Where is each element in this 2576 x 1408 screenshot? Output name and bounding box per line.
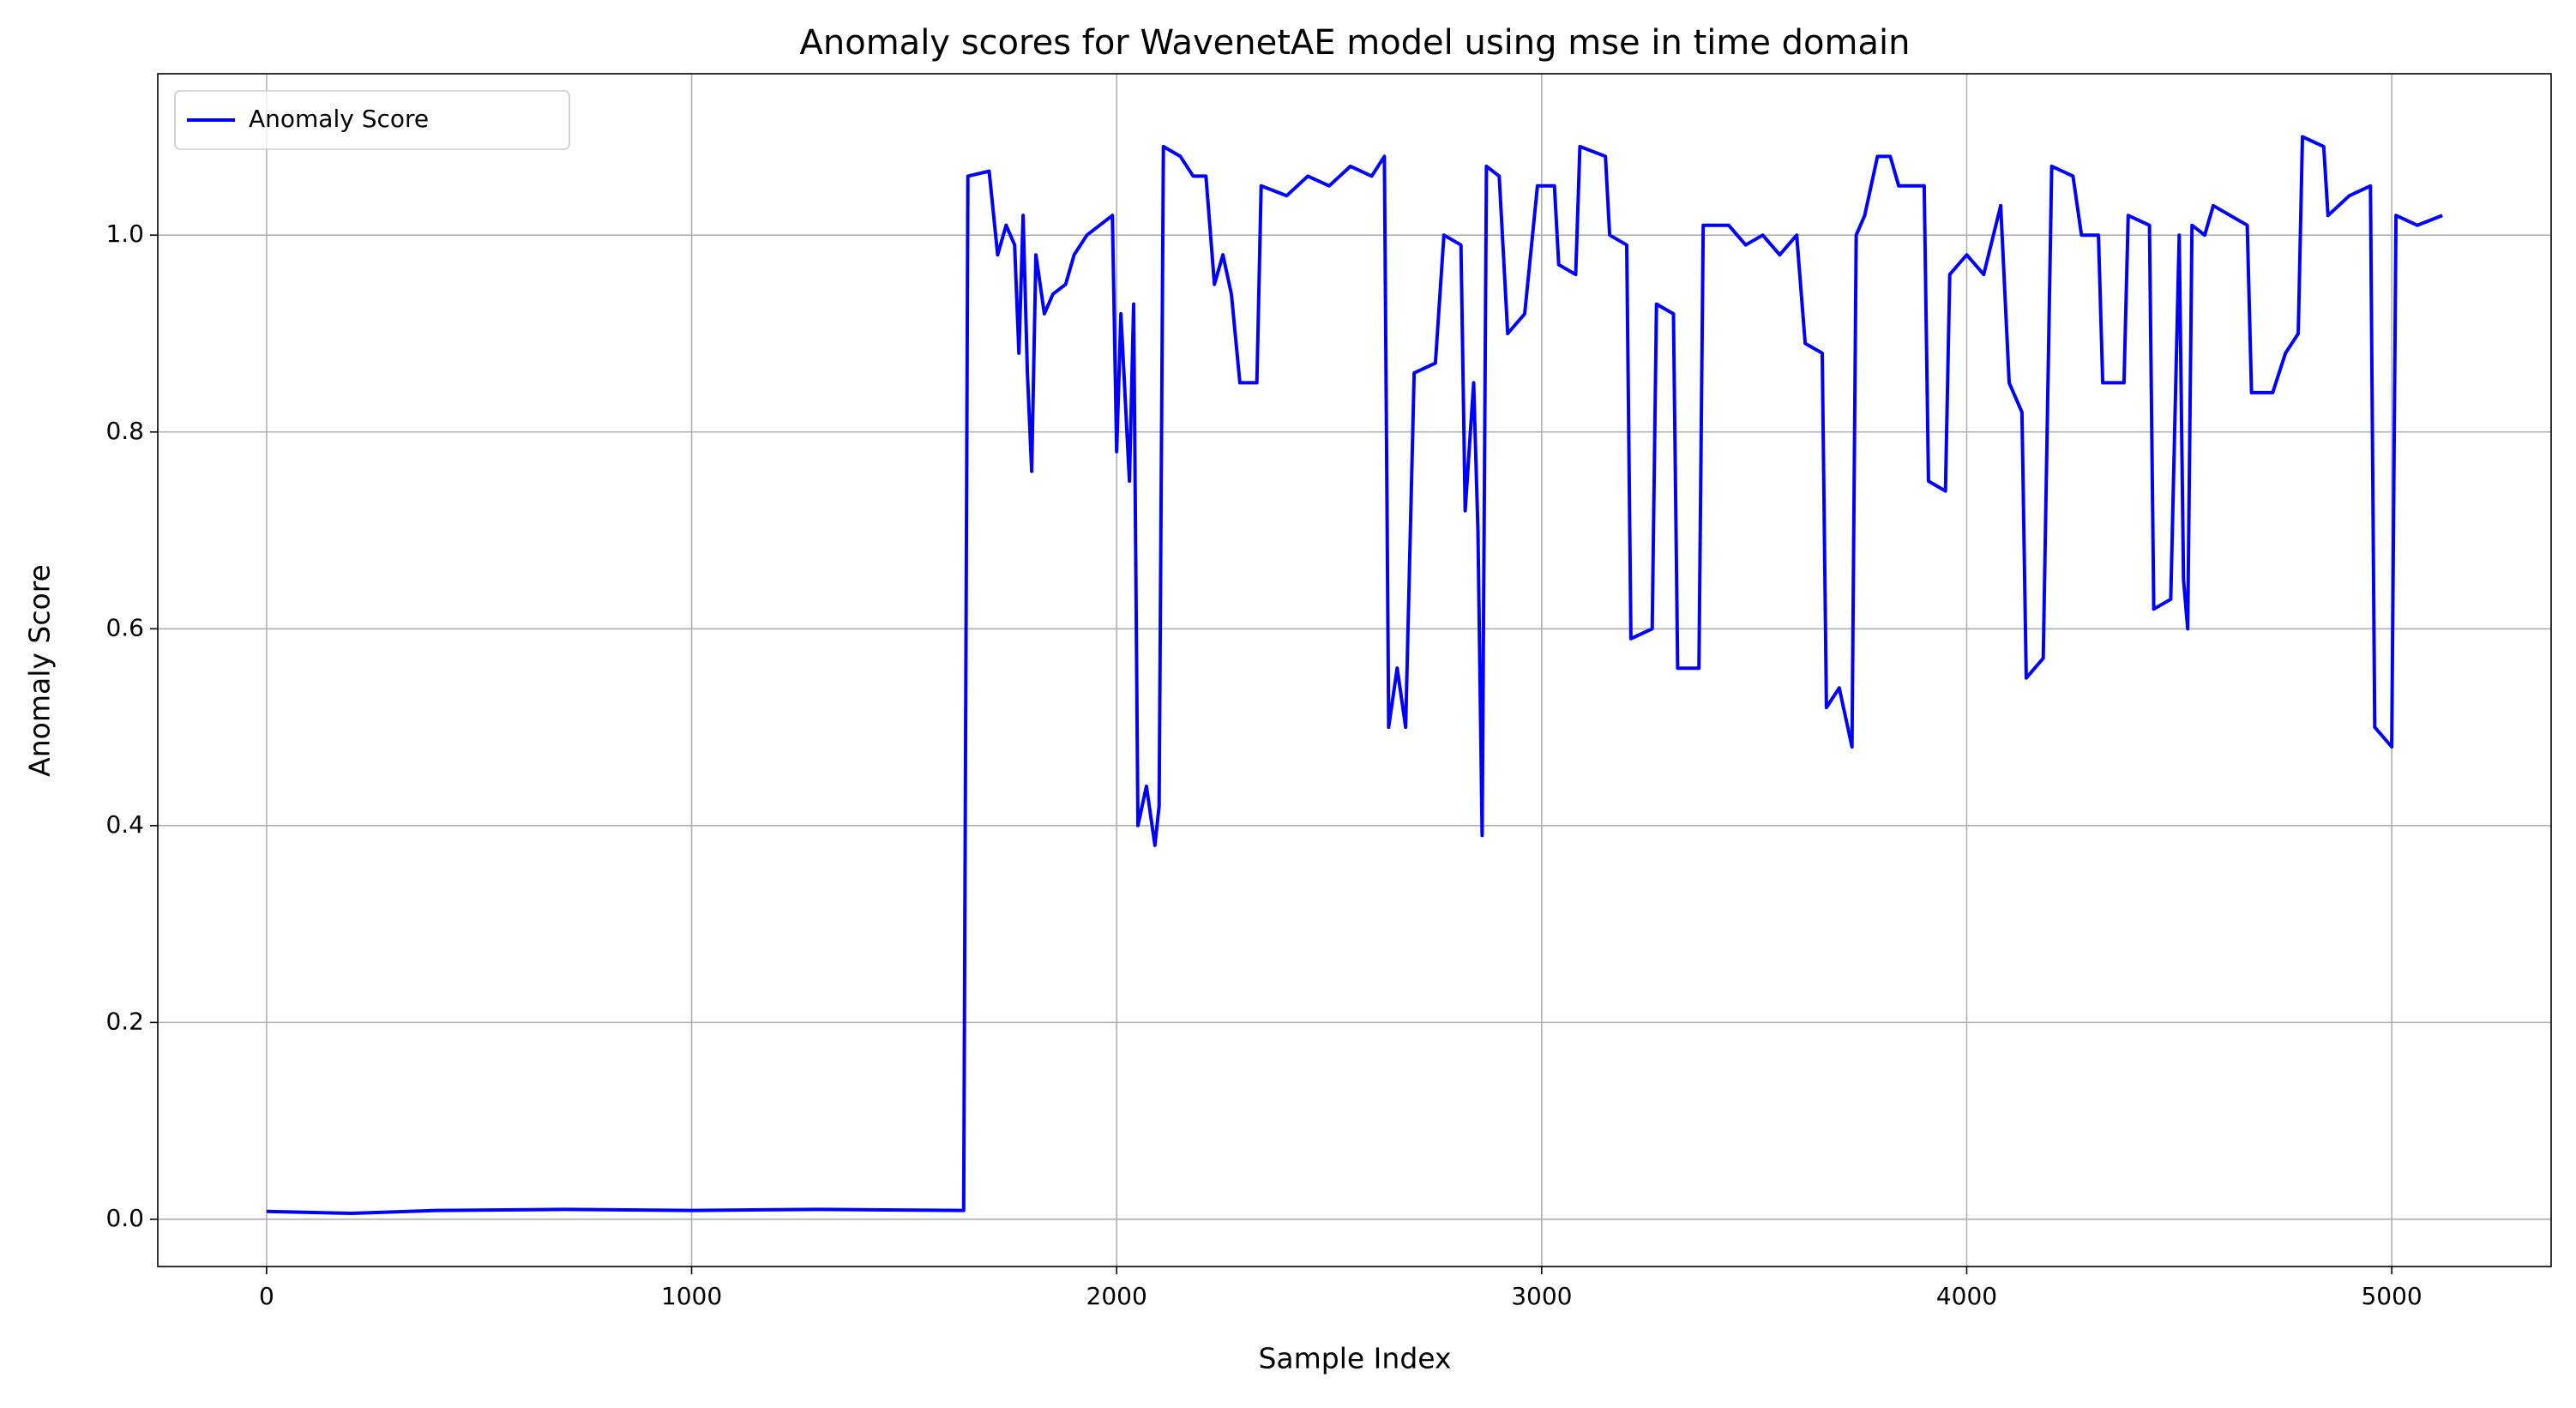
legend-label: Anomaly Score [249,105,429,133]
legend-box [174,90,570,150]
x-tick-label: 3000 [1511,1282,1572,1310]
x-tick-label: 2000 [1086,1282,1147,1310]
y-tick-label: 0.4 [105,810,144,839]
line-series [266,135,2443,1215]
x-tick-label: 5000 [2361,1282,2422,1310]
x-axis-label: Sample Index [1258,1342,1451,1375]
y-tick-label: 0.6 [105,613,144,641]
y-tick-label: 1.0 [105,220,144,248]
y-axis-label: Anomaly Score [23,564,57,777]
y-tick-label: 0.2 [105,1007,144,1035]
x-tick-label: 4000 [1936,1282,1997,1310]
x-tick-label: 1000 [661,1282,722,1310]
y-tick-label: 0.0 [105,1204,144,1232]
x-tick-label: 0 [259,1282,274,1310]
chart-title: Anomaly scores for WavenetAE model using… [800,23,1911,63]
y-tick-label: 0.8 [105,417,144,445]
plot-frame [157,73,2552,1267]
